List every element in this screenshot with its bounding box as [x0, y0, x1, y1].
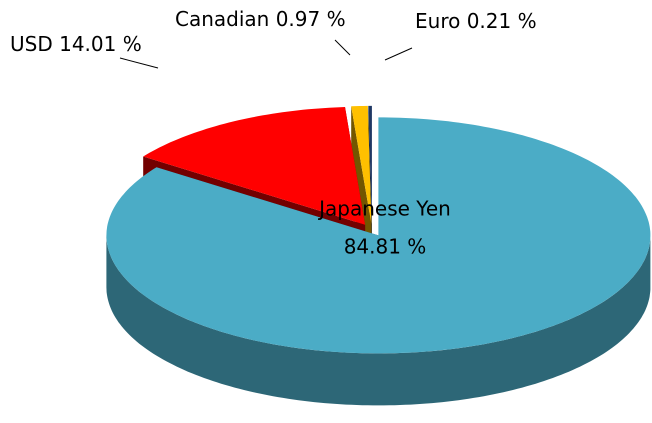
slice	[143, 107, 366, 225]
slice-wall	[106, 235, 651, 406]
leader-line	[119, 57, 159, 69]
slice	[351, 105, 372, 224]
slice	[106, 117, 651, 354]
data-label: Canadian 0.97 %	[175, 7, 346, 31]
pie	[106, 105, 651, 406]
data-label: Japanese Yen	[317, 197, 451, 221]
data-label: USD 14.01 %	[10, 32, 142, 56]
leader-line	[384, 47, 413, 61]
slice	[368, 105, 372, 224]
data-label: 84.81 %	[344, 235, 427, 259]
leader-line	[334, 39, 351, 56]
data-label: Euro 0.21 %	[415, 9, 537, 33]
